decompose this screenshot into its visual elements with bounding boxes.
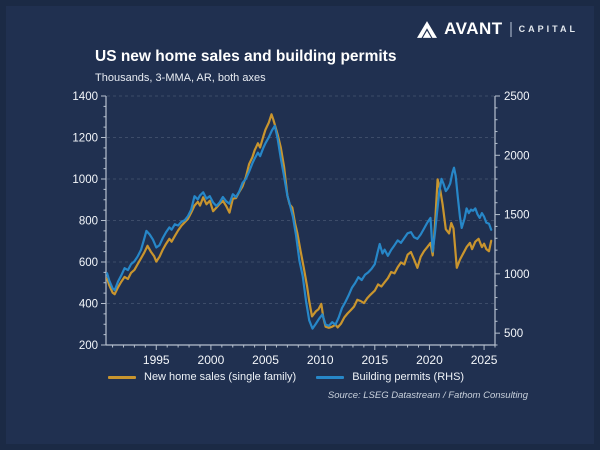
left-axis-tick-label: 1000 (72, 174, 98, 186)
chart-title: US new home sales and building permits (95, 48, 397, 65)
x-axis-tick-label: 2000 (198, 353, 225, 367)
legend-item: Building permits (RHS) (316, 371, 464, 383)
legend-label: Building permits (RHS) (352, 371, 465, 383)
legend-swatch (108, 375, 136, 379)
brand-suffix: CAPITAL (518, 24, 578, 34)
chart-subtitle: Thousands, 3-MMA, AR, both axes (95, 72, 266, 84)
left-axis-tick-label: 1200 (72, 133, 98, 145)
x-axis-tick-label: 2020 (416, 353, 443, 367)
right-axis-tick-label: 500 (504, 328, 523, 340)
brand-logo: AVANT CAPITAL (417, 19, 578, 39)
x-axis-tick-label: 2010 (307, 353, 334, 367)
x-axis-tick-label: 1995 (143, 353, 170, 367)
right-axis-tick-label: 2500 (504, 91, 530, 103)
brand-divider (509, 21, 512, 37)
x-axis-tick-label: 2025 (471, 353, 498, 367)
right-axis-tick-label: 1500 (504, 210, 530, 222)
left-axis-tick-label: 400 (79, 299, 98, 311)
legend-item: New home sales (single family) (108, 371, 296, 383)
x-axis-tick-label: 2005 (252, 353, 279, 367)
brand-name: AVANT (444, 19, 503, 38)
chart-canvas: 200 400 600 800 1000 1200 1400 500 1000 1500 2000 2… (72, 91, 530, 367)
left-axis-tick-label: 800 (79, 216, 98, 228)
source-note: Source: LSEG Datastream / Fathom Consult… (327, 390, 528, 401)
left-axis-tick-label: 1400 (72, 91, 98, 103)
mountain-icon (417, 20, 438, 38)
right-axis-tick-label: 1000 (504, 269, 530, 281)
legend-swatch (316, 375, 345, 379)
chart-legend: New home sales (single family) Building p… (108, 371, 464, 383)
legend-label: New home sales (single family) (144, 371, 297, 383)
left-axis-tick-label: 600 (79, 257, 98, 269)
series-line-building-permits (105, 124, 493, 330)
x-axis-tick-label: 2015 (361, 353, 388, 367)
series-line-new-home-sales (105, 113, 493, 329)
left-axis-tick-label: 200 (79, 340, 98, 352)
right-axis-tick-label: 2000 (504, 150, 530, 162)
